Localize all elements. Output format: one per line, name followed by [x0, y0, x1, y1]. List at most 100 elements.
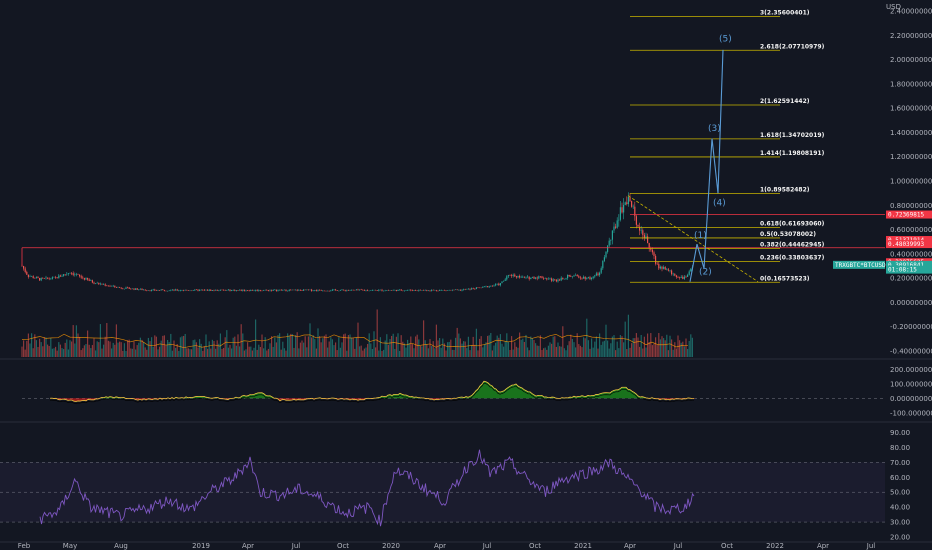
candle-body: [520, 277, 522, 278]
volume-bar: [215, 348, 217, 357]
volume-bar: [79, 336, 81, 357]
oscillator-pane: [22, 380, 885, 404]
osc-hist-bar: [537, 395, 539, 399]
volume-bar: [96, 341, 98, 357]
volume-bar: [575, 347, 577, 357]
volume-bar: [267, 348, 269, 357]
osc-hist-bar: [507, 387, 509, 399]
volume-bar: [503, 346, 505, 357]
osc-hist-bar: [465, 396, 467, 399]
volume-bar: [104, 336, 106, 357]
osc-hist-bar: [349, 398, 351, 400]
volume-bar: [685, 338, 687, 357]
price-tick-label: 2.20000000: [890, 32, 932, 40]
elliott-wave[interactable]: (1) (2) (3) (4) (5): [689, 34, 732, 282]
candle-body: [379, 289, 381, 291]
candle-body: [323, 290, 325, 292]
volume-bar: [419, 346, 421, 357]
candle-body: [591, 277, 593, 280]
candle-body: [75, 274, 77, 275]
candle-body: [111, 285, 113, 287]
elliott-wave-path[interactable]: [689, 49, 724, 282]
candle-body: [328, 290, 330, 292]
candle-body: [645, 236, 647, 239]
volume-bar: [507, 341, 509, 357]
volume-bar: [45, 337, 47, 357]
wave-label: (1): [694, 231, 707, 241]
volume-bar: [363, 348, 365, 357]
osc-hist-bar: [193, 397, 195, 399]
osc-hist-bar: [185, 396, 187, 399]
volume-bar: [173, 340, 175, 357]
trendline-dashed[interactable]: [627, 195, 759, 283]
osc-hist-bar: [619, 388, 621, 399]
price-tick-label: 2.40000000: [890, 8, 932, 16]
candle-body: [330, 290, 332, 292]
candle-body: [127, 287, 129, 289]
volume-bar: [77, 333, 79, 357]
price-tags: 0.723698150.513719140.480399930.33075625…: [833, 210, 932, 274]
candle-body: [351, 289, 353, 291]
volume-bar: [544, 347, 546, 357]
candle-body: [45, 277, 47, 279]
volume-bar: [474, 344, 476, 357]
price-tick-label: 1.60000000: [890, 105, 932, 113]
volume-bar: [560, 346, 562, 357]
osc-hist-bar: [629, 389, 631, 399]
candle-body: [607, 245, 609, 252]
candle-body: [435, 290, 437, 291]
candle-body: [587, 277, 589, 279]
horizontal-lines: [21, 195, 885, 283]
candle-body: [40, 277, 42, 281]
candle-body: [640, 230, 642, 231]
candle-body: [578, 276, 580, 278]
volume-bar: [115, 324, 117, 357]
candle-body: [104, 284, 106, 286]
volume-bar: [546, 349, 548, 357]
osc-hist-bar: [613, 390, 615, 399]
volume-bar: [535, 343, 537, 357]
price-tick-label: 1.40000000: [890, 129, 932, 137]
osc-hist-bar: [195, 396, 197, 399]
candle-body: [194, 289, 196, 291]
candle-body: [72, 273, 74, 275]
candle-body: [339, 290, 341, 291]
time-tick-label: Apr: [817, 542, 829, 550]
volume-bar: [123, 343, 125, 357]
candle-body: [459, 289, 461, 291]
osc-hist-bar: [497, 391, 499, 399]
candle-body: [667, 269, 669, 271]
candle-body: [195, 289, 197, 291]
candle-body: [253, 290, 255, 292]
volume-bar: [61, 348, 63, 357]
osc-hist-bar: [91, 398, 93, 400]
candle-body: [61, 275, 63, 277]
candle-body: [530, 277, 532, 280]
candle-body: [285, 289, 287, 291]
volume-bar: [341, 342, 343, 357]
time-tick-label: 2022: [766, 542, 784, 550]
osc-hist-bar: [593, 395, 595, 399]
candle-body: [139, 288, 141, 290]
volume-bar: [98, 342, 100, 357]
osc-hist-bar: [499, 392, 501, 399]
candle-body: [50, 278, 52, 280]
candle-body: [184, 289, 186, 291]
volume-bar: [359, 346, 361, 357]
candle-body: [552, 279, 554, 281]
candle-body: [258, 289, 260, 291]
candle-body: [391, 290, 393, 291]
osc-hist-bar: [515, 384, 517, 399]
candle-body: [443, 290, 445, 291]
osc-hist-bar: [205, 397, 207, 399]
osc-hist-bar: [551, 397, 553, 399]
volume-bar: [551, 343, 553, 357]
osc-hist-bar: [157, 398, 159, 400]
candle-body: [335, 289, 337, 291]
rsi-line: [39, 449, 695, 527]
candle-body: [512, 274, 514, 276]
fibonacci-extension[interactable]: 3(2.35600401) 2.618(2.07710979) 2(1.625914…: [630, 9, 825, 283]
candle-body: [477, 287, 479, 288]
